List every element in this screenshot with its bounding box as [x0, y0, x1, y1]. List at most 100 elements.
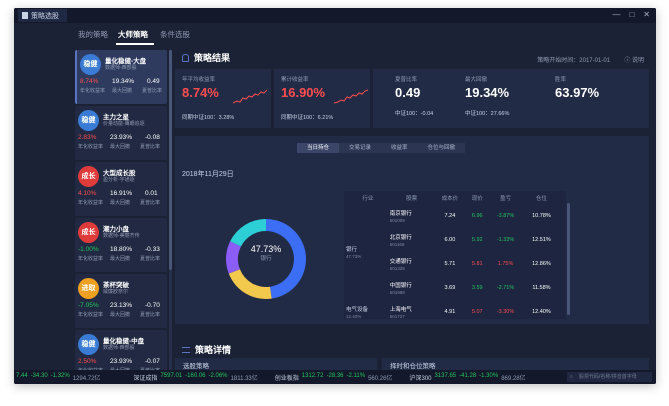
- strategy-sharpe: -0.70: [145, 302, 160, 309]
- timing-position-panel: 择时和仓位策略: [382, 358, 649, 370]
- strategy-sharpe: -0.07: [145, 358, 160, 365]
- details-title: 策略详情: [195, 345, 232, 355]
- start-time: 策略开始时间：2017-01-01: [537, 58, 610, 64]
- strategy-card[interactable]: 成长 大型成长股 盈分析-宇通逐 4.10% 16.91% 0.01 年化收益率 最大回撤 夏普…: [75, 162, 167, 216]
- donut-center: 47.73% 银行: [238, 244, 294, 262]
- index-name: 创业板指: [274, 375, 299, 382]
- ticker-search-placeholder: 股票代码/名称/拼音首字母: [579, 374, 637, 380]
- stock-selection-panel: 选股策略: [175, 358, 377, 370]
- annual-return-label: 年化收益率: [78, 144, 104, 150]
- stock-code: 601328: [389, 266, 405, 271]
- strategy-card[interactable]: 稳健 主力之星 价量动能-鹰眼追逐 2.83% 23.93% -0.08 年化收益率 最大回撤…: [75, 106, 167, 160]
- stock-name: 上海电气: [389, 307, 412, 313]
- timing-position-title: 择时和仓位策略: [390, 363, 436, 370]
- strategy-name: 茶杯突破: [103, 282, 129, 289]
- metric-foot: 同期中证100：3.28%: [182, 115, 235, 121]
- industry-cell: 银行 47.73%: [346, 204, 390, 300]
- index-volume: 1811.33亿: [230, 375, 258, 382]
- donut-slice[interactable]: [228, 269, 272, 299]
- col-position: 仓位: [535, 196, 547, 202]
- explain-link[interactable]: ⓘ 说明: [624, 55, 644, 64]
- cost-cell: 5.71: [444, 261, 456, 267]
- price-cell: 5.81: [471, 261, 483, 267]
- strategy-card[interactable]: 成长 潮力小盘 数据师-美丽齐传 -1.00% 18.80% -0.33 年化收益率 最大回撤…: [75, 218, 167, 272]
- donut-slice[interactable]: [266, 219, 306, 299]
- table-row[interactable]: 中国银行 601988 3.69 3.59 -2.71% 11.58%: [346, 276, 560, 300]
- strategy-card[interactable]: 进取 茶杯突破 威廉欧奈尔 -7.05% 23.13% -0.70 年化收益率 最大回撤 夏普比…: [75, 274, 167, 328]
- strategy-annual-return: 2.83%: [78, 134, 97, 141]
- table-row[interactable]: 北京银行 601169 6.00 5.92 -1.33% 12.51%: [346, 228, 560, 252]
- table-row[interactable]: 交通银行 601328 5.71 5.81 1.75% 12.86%: [346, 252, 560, 276]
- seg-return-rate[interactable]: 收益率: [381, 143, 418, 153]
- close-button[interactable]: ✕: [643, 10, 650, 19]
- sharpe-label: 夏普比率: [140, 144, 161, 150]
- ticker-item[interactable]: 7.44 -34.30 -1.32% 1294.72亿: [16, 373, 103, 382]
- strategy-card[interactable]: 稳健 量化稳健-大盘 数据师-西部股 8.74% 19.34% 0.49 年化收益率 最大回撤…: [75, 50, 167, 104]
- donut-slice[interactable]: [230, 219, 266, 247]
- strategy-max-drawdown: 18.80%: [110, 246, 133, 253]
- minimize-button[interactable]: —: [612, 10, 621, 19]
- metric-annual-return: 年平均收益率 8.74% 同期中证100：3.28%: [175, 69, 271, 128]
- index-change: -160.06: [185, 372, 206, 379]
- tab-condition-select[interactable]: 条件选股: [160, 30, 190, 39]
- ticker-item[interactable]: 创业板指 1312.72 -28.36 -2.11% 560.26亿: [275, 373, 396, 382]
- position-cell: 12.51%: [532, 237, 551, 243]
- window-title-tab[interactable]: 策略选股: [18, 9, 67, 22]
- metric-foot: 同期中证100：6.21%: [281, 115, 334, 121]
- max-drawdown-label: 最大回撤: [110, 200, 131, 206]
- cost-cell: 7.24: [444, 213, 456, 219]
- tab-master-strategy[interactable]: 大师策略: [118, 30, 148, 39]
- col-price: 现价: [471, 196, 483, 202]
- metric-cumulative-return: 累计收益率 16.90% 同期中证100：6.21%: [274, 69, 370, 128]
- holdings-table-scrollbar[interactable]: [567, 203, 570, 315]
- strategy-max-drawdown: 23.93%: [110, 358, 133, 365]
- annual-return-label: 年化收益率: [78, 200, 104, 206]
- strategy-annual-return: -7.05%: [78, 302, 99, 309]
- industry-name: 电气设备: [346, 307, 369, 313]
- stock-cell: 上海电气 601727: [390, 300, 434, 324]
- strategy-badge: 成长: [78, 166, 99, 187]
- metric-label: 年平均收益率: [182, 77, 216, 83]
- ticker-item[interactable]: 沪深300 3137.65 -41.28 -1.30% 869.28亿: [409, 373, 528, 382]
- strategy-sharpe: 0.01: [145, 190, 158, 197]
- metric-drawdown-value: 19.34%: [465, 85, 510, 100]
- metric-foot: 中证100：27.66%: [465, 111, 510, 117]
- index-change: -28.36: [326, 372, 344, 379]
- table-row[interactable]: 电气设备 12.40% 上海电气 601727 4.91 5.07 -3.30% 12.40%: [346, 300, 560, 324]
- strategy-author: 盈分析-宇通逐: [103, 177, 135, 183]
- metric-sharpe-value: 0.49: [395, 85, 421, 100]
- strategy-author: 价量动能-鹰眼追逐: [103, 121, 145, 127]
- seg-trade-records[interactable]: 交易记录: [339, 143, 382, 153]
- annual-return-label: 年化收益率: [80, 88, 106, 94]
- index-price: 1312.72: [301, 372, 324, 379]
- index-price: 7.44: [16, 372, 28, 379]
- strategy-annual-return: 4.10%: [78, 190, 97, 197]
- details-header: 策略详情: [182, 343, 231, 356]
- pnl-cell: -3.30%: [496, 309, 515, 315]
- seg-position-drawdown[interactable]: 仓位与回撤: [417, 143, 466, 153]
- strategy-name: 量化稳健-中盘: [103, 338, 145, 345]
- strategy-annual-return: 2.50%: [78, 358, 97, 365]
- info-icon: ⓘ: [624, 58, 632, 64]
- strategy-list-scroll-thumb[interactable]: [169, 50, 172, 270]
- strategy-max-drawdown: 23.93%: [110, 134, 133, 141]
- tab-my-strategy[interactable]: 我的策略: [78, 30, 108, 39]
- metric-value: 16.90%: [281, 85, 326, 100]
- metric-label: 夏普比率: [395, 77, 418, 83]
- ticker-item[interactable]: 深证成指 7597.01 -160.06 -2.06% 1811.33亿: [133, 373, 260, 382]
- metric-group: 夏普比率 0.49 中证100：-0.04 最大回撤 19.34% 中证100：…: [373, 69, 649, 128]
- strategy-sharpe: -0.33: [145, 246, 160, 253]
- maximize-button[interactable]: □: [629, 10, 635, 19]
- pnl-cell: -2.71%: [496, 285, 515, 291]
- ticker-search-input[interactable]: ⌕ 股票代码/名称/拼音首字母: [567, 372, 652, 382]
- seg-today-holdings[interactable]: 当日持仓: [297, 143, 340, 153]
- result-header: 策略结果: [182, 51, 230, 64]
- stock-code: 601169: [389, 242, 405, 247]
- strategy-max-drawdown: 16.91%: [110, 190, 133, 197]
- donut-slice[interactable]: [226, 241, 241, 274]
- user-icon: [182, 53, 189, 62]
- strategy-sharpe: 0.49: [147, 78, 160, 85]
- holdings-date: 2018年11月29日: [182, 171, 234, 178]
- col-industry: 行业: [362, 196, 374, 202]
- table-row[interactable]: 银行 47.73% 南京银行 601009 7.24 6.96 -3.87% 10.78%: [346, 204, 560, 259]
